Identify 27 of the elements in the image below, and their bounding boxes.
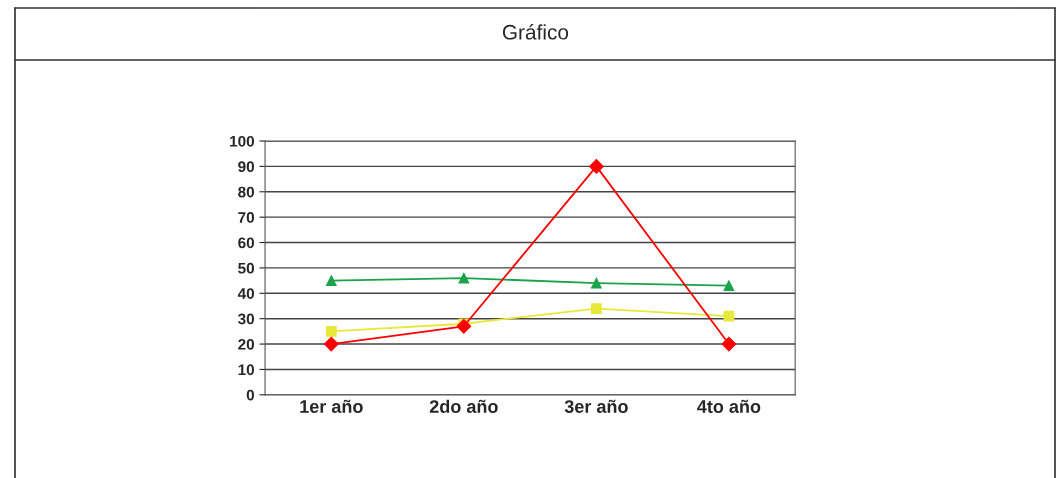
y-tick-label: 30 (238, 313, 255, 325)
point (323, 336, 339, 352)
y-tick-label: 20 (238, 338, 255, 350)
point (591, 303, 602, 314)
x-tick-label: 4to año (697, 399, 761, 413)
y-tick-label: 70 (238, 212, 255, 223)
point (721, 336, 737, 352)
point (325, 275, 337, 286)
y-tick-label: 100 (230, 135, 255, 147)
x-tick-label: 1er año (300, 399, 363, 413)
y-tick-label: 0 (246, 389, 255, 401)
point (588, 159, 604, 174)
y-tick-label: 80 (238, 186, 255, 198)
y-tick-label: 90 (238, 161, 255, 173)
y-tick-label: 50 (238, 262, 255, 274)
chart-title: Gráfico (502, 24, 569, 40)
point (591, 277, 602, 289)
y-tick-label: 60 (238, 237, 255, 249)
y-tick-label: 40 (237, 288, 255, 299)
x-tick-label: 2do año (429, 399, 498, 413)
point (723, 310, 735, 322)
y-tick-label: 10 (238, 364, 255, 376)
x-tick-label: 3er año (564, 399, 628, 413)
point (325, 325, 337, 337)
point (456, 318, 472, 334)
point (723, 280, 735, 292)
point (458, 272, 470, 284)
